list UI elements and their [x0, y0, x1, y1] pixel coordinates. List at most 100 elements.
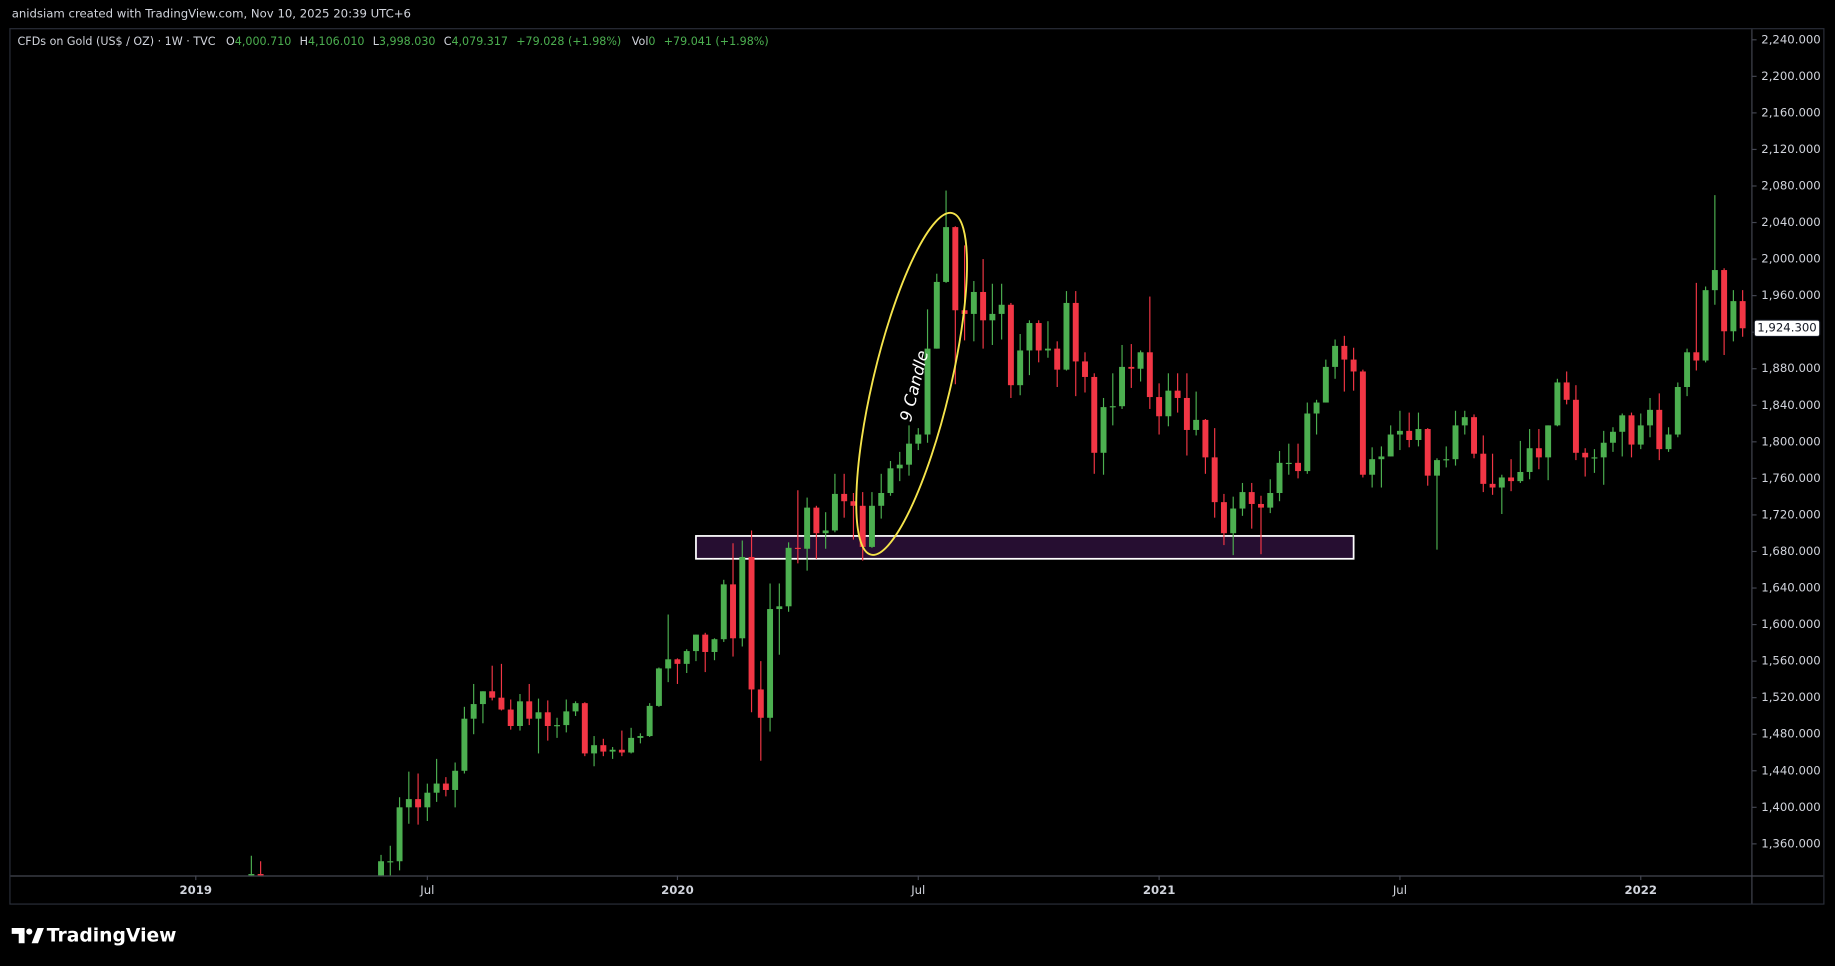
candle-body: [591, 745, 598, 754]
candle-body: [1258, 503, 1264, 508]
highlight-ellipse: [855, 211, 968, 556]
candle-body: [479, 691, 486, 705]
candle-body: [748, 556, 755, 690]
legend-label: L: [373, 35, 380, 48]
candle-body: [739, 556, 746, 639]
last-price-label: 1,924.300: [1757, 321, 1816, 335]
candle-body: [1350, 359, 1357, 372]
candle-body: [1211, 457, 1218, 503]
candle-body: [1628, 415, 1635, 445]
candle-body: [665, 659, 672, 669]
candle-body: [1498, 477, 1505, 488]
y-tick-label: 1,520.000: [1761, 690, 1820, 704]
candle-body: [1591, 457, 1598, 459]
candle-body: [535, 712, 542, 719]
candle-body: [1091, 376, 1098, 453]
candle-body: [554, 725, 560, 727]
candle-body: [544, 712, 551, 727]
y-tick-label: 1,800.000: [1761, 434, 1820, 448]
candle-body: [804, 507, 811, 549]
candle-body: [461, 718, 468, 771]
candle-body: [1424, 429, 1431, 476]
candle-body: [1730, 301, 1737, 332]
candle-body: [1137, 352, 1144, 369]
candle-body: [757, 689, 764, 718]
candle-body: [1100, 407, 1107, 453]
candle-body: [1285, 462, 1292, 465]
candle-body: [618, 749, 625, 753]
candle-body: [1007, 304, 1014, 386]
candle-body: [1665, 434, 1672, 450]
candle-body: [1535, 448, 1542, 458]
candle-body: [1026, 323, 1033, 351]
candle-body: [1063, 302, 1070, 370]
candle-body: [507, 709, 514, 727]
candle-body: [1017, 350, 1024, 386]
symbol-legend: CFDs on Gold (US$ / OZ) · 1W · TVC O4,00…: [18, 35, 769, 48]
candle-body: [1545, 425, 1552, 458]
y-tick-label: 1,720.000: [1761, 507, 1820, 521]
candle-body: [693, 634, 699, 652]
candle-body: [1239, 492, 1246, 509]
candle-body: [1739, 301, 1746, 329]
candle-body: [1471, 417, 1477, 454]
candle-body: [1721, 270, 1728, 332]
candle-body: [452, 770, 459, 790]
candle-body: [952, 227, 959, 311]
candle-body: [1230, 508, 1237, 534]
candle-body: [1369, 459, 1376, 475]
candle-body: [896, 464, 903, 469]
candle-body: [933, 281, 940, 349]
candle-body: [924, 348, 931, 435]
y-tick-label: 1,560.000: [1761, 654, 1820, 668]
candle-body: [1647, 409, 1653, 426]
legend-label: Vol: [632, 35, 649, 48]
y-tick-label: 2,120.000: [1761, 142, 1820, 156]
candle-body: [378, 861, 385, 876]
candle-body: [405, 799, 412, 808]
candle-body: [980, 291, 987, 321]
y-tick-label: 1,840.000: [1761, 398, 1820, 412]
candle-body: [1684, 352, 1691, 388]
candle-body: [1174, 390, 1181, 398]
candle-body: [1183, 397, 1190, 430]
candle-body: [1693, 352, 1700, 361]
legend-change: +79.041 (+1.98%): [664, 35, 769, 48]
candle-body: [868, 505, 875, 547]
logo-mark: [26, 928, 33, 935]
candle-body: [1072, 302, 1079, 362]
candle-body: [1378, 456, 1385, 460]
x-tick-label: 2020: [661, 883, 694, 897]
candle-body: [1109, 406, 1116, 408]
y-tick-label: 1,760.000: [1761, 471, 1820, 485]
candle-body: [702, 634, 709, 652]
candle-body: [581, 703, 588, 754]
last-price-box: [1753, 319, 1821, 338]
y-tick-label: 2,000.000: [1761, 252, 1820, 266]
candle-body: [1146, 352, 1153, 398]
y-tick-label: 2,040.000: [1761, 215, 1820, 229]
x-tick-label: Jul: [910, 883, 925, 897]
candle-body: [1554, 382, 1561, 426]
candle-body: [637, 736, 644, 738]
logo-mark: [31, 928, 44, 944]
y-tick-label: 2,160.000: [1761, 105, 1820, 119]
legend-label: C: [444, 35, 452, 48]
candle-body: [674, 659, 681, 664]
legend-label: H: [300, 35, 308, 48]
axes: 1,360.000 1,400.000 1,440.000 1,480.000 1,52…: [180, 32, 1821, 897]
candle-body: [1332, 345, 1339, 367]
candle-body: [794, 547, 801, 549]
candle-body: [248, 874, 255, 876]
y-tick-label: 1,480.000: [1761, 727, 1820, 741]
candle-body: [1702, 290, 1709, 361]
candle-body: [1248, 492, 1255, 504]
brand-logo: [11, 928, 44, 944]
candle-body: [600, 745, 607, 752]
x-tick-label: 2019: [180, 883, 213, 897]
candle-body: [526, 701, 533, 719]
candle-body: [720, 584, 727, 640]
y-tick-label: 1,640.000: [1761, 581, 1820, 595]
candle-body: [970, 291, 977, 314]
